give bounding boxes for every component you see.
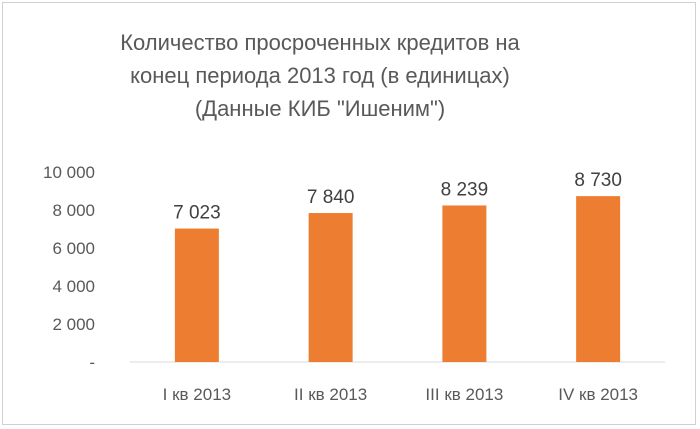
x-tick-label: IV кв 2013 [558, 385, 638, 404]
data-labels: 7 023 7 840 8 239 8 730 [173, 170, 622, 223]
x-tick-label: III кв 2013 [425, 385, 503, 404]
chart-title-line-2: конец периода 2013 год (в единицах) [130, 63, 510, 88]
bar [442, 205, 487, 362]
y-tick-label: 10 000 [43, 163, 95, 182]
data-label: 7 840 [307, 187, 355, 208]
data-label: 7 023 [173, 203, 221, 224]
y-tick-label: - [89, 353, 95, 372]
x-tick-label: I кв 2013 [163, 385, 231, 404]
data-label: 8 730 [574, 170, 622, 191]
y-tick-label: 4 000 [52, 277, 95, 296]
x-axis-tick-labels: I кв 2013 II кв 2013 III кв 2013 IV кв 2013 [163, 385, 638, 404]
x-tick-label: II кв 2013 [294, 385, 367, 404]
y-axis-tick-labels: - 2 000 4 000 6 000 8 000 10 000 [43, 163, 95, 372]
chart-title-line-3: (Данные КИБ "Ишеним") [194, 96, 446, 121]
bar [308, 213, 353, 362]
bar [576, 196, 621, 362]
y-tick-label: 8 000 [52, 201, 95, 220]
y-tick-label: 2 000 [52, 315, 95, 334]
y-tick-label: 6 000 [52, 239, 95, 258]
bars [174, 196, 621, 362]
data-label: 8 239 [441, 179, 489, 200]
chart-title-line-1: Количество просроченных кредитов на [120, 30, 520, 55]
chart-title: Количество просроченных кредитов на коне… [40, 26, 600, 125]
bar [174, 228, 219, 362]
